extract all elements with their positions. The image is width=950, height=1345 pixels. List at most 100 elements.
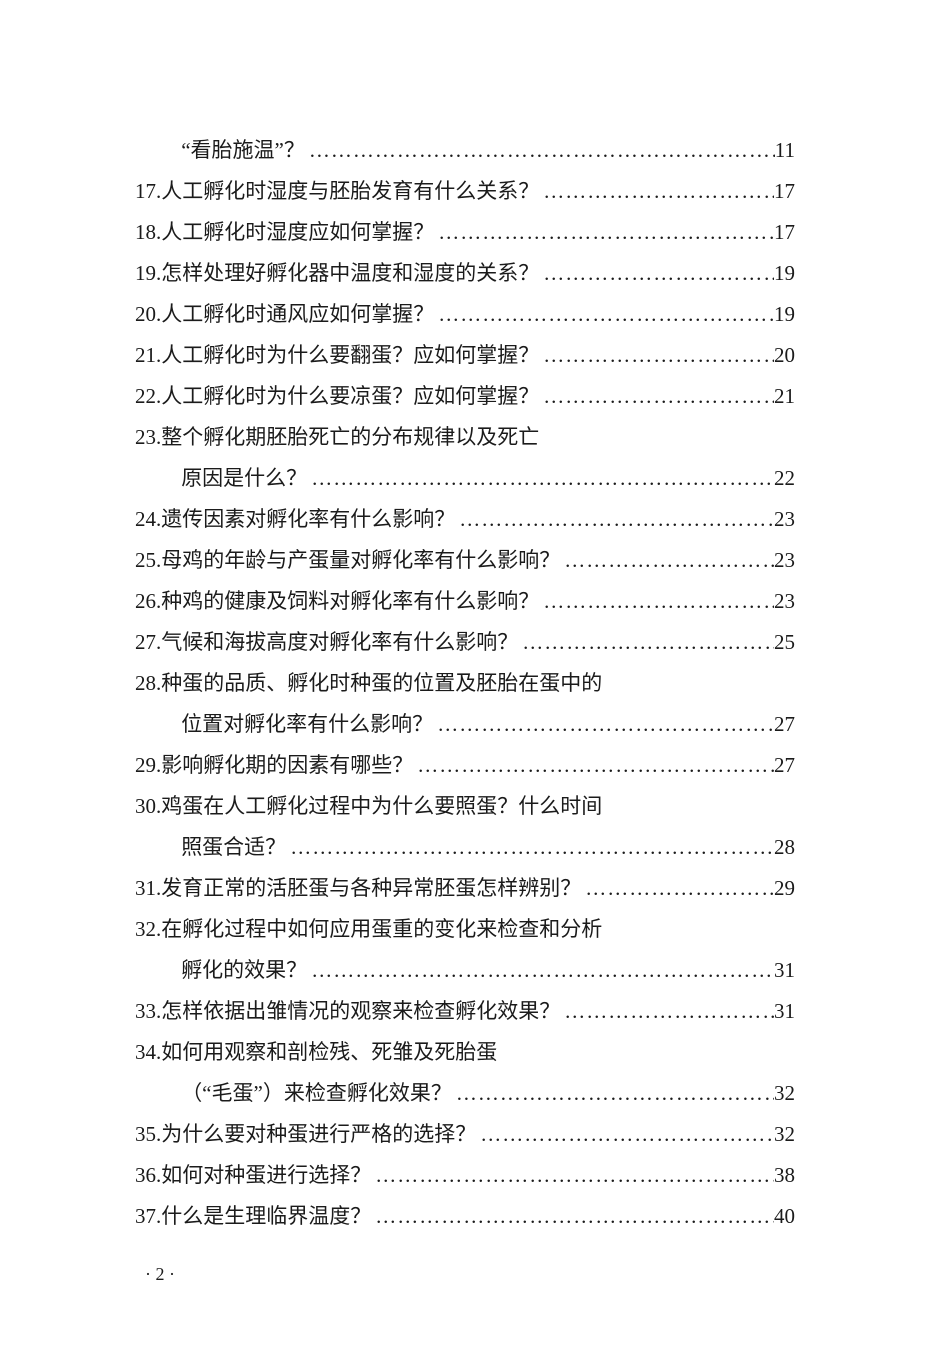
toc-entry-text: 29.影响孵化期的因素有哪些？ (135, 745, 413, 786)
toc-entry-text: 36.如何对种蛋进行选择？ (135, 1155, 371, 1196)
toc-entry: 21.人工孵化时为什么要翻蛋？应如何掌握？…………………………………………………… (135, 335, 795, 376)
toc-leader: …………………………………………………………………………………………………………… (560, 540, 774, 581)
toc-entry-text: 35.为什么要对种蛋进行严格的选择？ (135, 1114, 476, 1155)
toc-entry-page: 19 (774, 294, 795, 335)
toc-entry: 22.人工孵化时为什么要凉蛋？应如何掌握？…………………………………………………… (135, 376, 795, 417)
toc-entry: 34.如何用观察和剖检残、死雏及死胎蛋 (135, 1032, 795, 1073)
toc-leader: …………………………………………………………………………………………………………… (539, 253, 774, 294)
toc-entry: （“毛蛋”）来检查孵化效果？……………………………………………………………………… (135, 1073, 795, 1114)
toc-entry-page: 23 (774, 581, 795, 622)
toc-entry-text: 20.人工孵化时通风应如何掌握？ (135, 294, 434, 335)
toc-leader: …………………………………………………………………………………………………………… (433, 704, 774, 745)
toc-entry-text: 31.发育正常的活胚蛋与各种异常胚蛋怎样辨别？ (135, 868, 581, 909)
toc-leader: …………………………………………………………………………………………………………… (539, 376, 774, 417)
toc-entry-page: 21 (774, 376, 795, 417)
toc-entry: 20.人工孵化时通风应如何掌握？………………………………………………………………… (135, 294, 795, 335)
toc-entry: 33.怎样依据出雏情况的观察来检查孵化效果？………………………………………………… (135, 991, 795, 1032)
toc-entry-text: 32.在孵化过程中如何应用蛋重的变化来检查和分析 (135, 909, 602, 950)
toc-entry-page: 27 (774, 745, 795, 786)
toc-entry-page: 11 (775, 130, 795, 171)
toc-leader: …………………………………………………………………………………………………………… (518, 622, 774, 663)
toc-leader: …………………………………………………………………………………………………………… (476, 1114, 774, 1155)
toc-entry-text: 18.人工孵化时湿度应如何掌握？ (135, 212, 434, 253)
toc-entry-page: 25 (774, 622, 795, 663)
toc-entry-text: 24.遗传因素对孵化率有什么影响？ (135, 499, 455, 540)
toc-entry: 19.怎样处理好孵化器中温度和湿度的关系？…………………………………………………… (135, 253, 795, 294)
toc-entry-page: 23 (774, 540, 795, 581)
toc-entry-page: 19 (774, 253, 795, 294)
toc-entry: 28.种蛋的品质、孵化时种蛋的位置及胚胎在蛋中的 (135, 663, 795, 704)
toc-entry: 36.如何对种蛋进行选择？………………………………………………………………………… (135, 1155, 795, 1196)
toc-entry-text: 23.整个孵化期胚胎死亡的分布规律以及死亡 (135, 417, 539, 458)
toc-entry: 30.鸡蛋在人工孵化过程中为什么要照蛋？什么时间 (135, 786, 795, 827)
toc-leader: …………………………………………………………………………………………………………… (307, 458, 774, 499)
toc-container: “看胎施温”？ ………………………………………………………………………………………… (135, 130, 795, 1237)
toc-entry: “看胎施温”？………………………………………………………………………………………… (135, 130, 795, 171)
toc-entry-page: 29 (774, 868, 795, 909)
toc-leader: …………………………………………………………………………………………………………… (539, 171, 774, 212)
toc-entry-page: 28 (774, 827, 795, 868)
toc-leader: …………………………………………………………………………………………………………… (371, 1196, 774, 1237)
toc-entry: 26.种鸡的健康及饲料对孵化率有什么影响？…………………………………………………… (135, 581, 795, 622)
toc-entry-text: 原因是什么？ (181, 458, 307, 499)
toc-entry: 24.遗传因素对孵化率有什么影响？……………………………………………………………… (135, 499, 795, 540)
toc-entry: 照蛋合适？……………………………………………………………………………………………… (135, 827, 795, 868)
toc-entry: 27.气候和海拔高度对孵化率有什么影响？……………………………………………………… (135, 622, 795, 663)
toc-leader: …………………………………………………………………………………………………………… (452, 1073, 774, 1114)
toc-leader: …………………………………………………………………………………………………………… (560, 991, 774, 1032)
toc-entry-page: 22 (774, 458, 795, 499)
toc-entry-text: （“毛蛋”）来检查孵化效果？ (181, 1073, 452, 1114)
toc-leader: …………………………………………………………………………………………………………… (413, 745, 774, 786)
toc-leader: …………………………………………………………………………………………………………… (434, 212, 774, 253)
toc-leader: …………………………………………………………………………………………………………… (455, 499, 774, 540)
toc-entry: 31.发育正常的活胚蛋与各种异常胚蛋怎样辨别？……………………………………………… (135, 868, 795, 909)
toc-entry-text: 37.什么是生理临界温度？ (135, 1196, 371, 1237)
toc-entry: 29.影响孵化期的因素有哪些？…………………………………………………………………… (135, 745, 795, 786)
toc-entry-page: 17 (774, 212, 795, 253)
toc-entry: 37.什么是生理临界温度？………………………………………………………………………… (135, 1196, 795, 1237)
toc-leader: …………………………………………………………………………………………………………… (539, 335, 774, 376)
toc-entry-text: 19.怎样处理好孵化器中温度和湿度的关系？ (135, 253, 539, 294)
toc-leader: …………………………………………………………………………………………………………… (434, 294, 774, 335)
toc-entry-text: 孵化的效果？ (181, 950, 307, 991)
toc-entry-page: 23 (774, 499, 795, 540)
toc-entry-text: 34.如何用观察和剖检残、死雏及死胎蛋 (135, 1032, 497, 1073)
toc-entry: 17.人工孵化时湿度与胚胎发育有什么关系？…………………………………………………… (135, 171, 795, 212)
toc-leader: …………………………………………………………………………………………………………… (581, 868, 774, 909)
toc-entry-page: 27 (774, 704, 795, 745)
page-number: · 2 · (145, 1264, 175, 1285)
toc-entry-page: 32 (774, 1114, 795, 1155)
toc-entry: 位置对孵化率有什么影响？…………………………………………………………………………… (135, 704, 795, 745)
toc-entry-page: 17 (774, 171, 795, 212)
toc-entry: 35.为什么要对种蛋进行严格的选择？…………………………………………………………… (135, 1114, 795, 1155)
toc-entry-text: 照蛋合适？ (181, 827, 286, 868)
toc-entry-text: 30.鸡蛋在人工孵化过程中为什么要照蛋？什么时间 (135, 786, 602, 827)
toc-leader: …………………………………………………………………………………………………………… (286, 827, 774, 868)
toc-entry: 32.在孵化过程中如何应用蛋重的变化来检查和分析 (135, 909, 795, 950)
toc-entry-text: 21.人工孵化时为什么要翻蛋？应如何掌握？ (135, 335, 539, 376)
toc-entry: 25.母鸡的年龄与产蛋量对孵化率有什么影响？………………………………………………… (135, 540, 795, 581)
toc-entry-text: 22.人工孵化时为什么要凉蛋？应如何掌握？ (135, 376, 539, 417)
toc-entry-page: 20 (774, 335, 795, 376)
toc-entry-text: 28.种蛋的品质、孵化时种蛋的位置及胚胎在蛋中的 (135, 663, 602, 704)
toc-leader: …………………………………………………………………………………………………………… (539, 581, 774, 622)
toc-entry-page: 40 (774, 1196, 795, 1237)
toc-entry-text: 33.怎样依据出雏情况的观察来检查孵化效果？ (135, 991, 560, 1032)
toc-entry-text: 17.人工孵化时湿度与胚胎发育有什么关系？ (135, 171, 539, 212)
toc-entry-page: 31 (774, 991, 795, 1032)
toc-leader: …………………………………………………………………………………………………………… (307, 950, 774, 991)
toc-entry-text: “看胎施温”？ (181, 130, 305, 171)
toc-entry: 18.人工孵化时湿度应如何掌握？………………………………………………………………… (135, 212, 795, 253)
toc-entry-text: 位置对孵化率有什么影响？ (181, 704, 433, 745)
toc-entry-text: 27.气候和海拔高度对孵化率有什么影响？ (135, 622, 518, 663)
toc-entry-page: 32 (774, 1073, 795, 1114)
toc-entry: 孵化的效果？…………………………………………………………………………………………… (135, 950, 795, 991)
toc-entry-text: 26.种鸡的健康及饲料对孵化率有什么影响？ (135, 581, 539, 622)
toc-leader: …………………………………………………………………………………………………………… (305, 130, 775, 171)
toc-entry: 23.整个孵化期胚胎死亡的分布规律以及死亡 (135, 417, 795, 458)
toc-entry: 原因是什么？…………………………………………………………………………………………… (135, 458, 795, 499)
toc-entry-page: 31 (774, 950, 795, 991)
toc-entry-page: 38 (774, 1155, 795, 1196)
toc-leader: …………………………………………………………………………………………………………… (371, 1155, 774, 1196)
toc-entry-text: 25.母鸡的年龄与产蛋量对孵化率有什么影响？ (135, 540, 560, 581)
